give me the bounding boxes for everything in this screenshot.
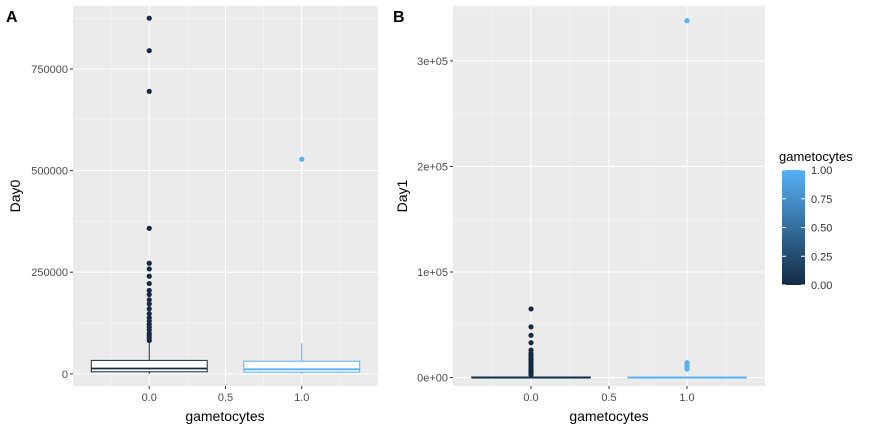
panel-a-x-axis-title: gametocytes	[185, 408, 264, 424]
legend-tick-label: 0.75	[811, 194, 832, 206]
outlier-point	[528, 340, 534, 346]
panel-a: A 0.0 0.5 1.0 0 250000 500000 750000 gametocyt…	[6, 6, 378, 424]
outlier-point	[146, 48, 152, 54]
color-legend: gametocytes 1.00 0.75 0.50 0.25 0.00	[779, 149, 853, 292]
outlier-point	[146, 260, 152, 266]
x-tick-label: 0.5	[218, 392, 233, 404]
y-tick-label: 0e+00	[417, 373, 448, 385]
y-tick-label: 2e+05	[417, 161, 448, 173]
box-group	[243, 156, 361, 374]
outlier-point	[146, 88, 152, 94]
outlier-point	[146, 15, 152, 21]
panel-a-marks	[90, 15, 361, 374]
legend-tick-label: 0.00	[811, 280, 832, 292]
outlier-point	[684, 18, 690, 24]
y-tick-label: 500000	[31, 166, 68, 178]
outlier-point	[528, 372, 534, 378]
y-tick-label: 1e+05	[417, 267, 448, 279]
outlier-point	[528, 306, 534, 312]
legend-title: gametocytes	[779, 149, 853, 164]
outlier-point	[146, 266, 152, 272]
outlier-point	[299, 156, 305, 162]
outlier-point	[146, 337, 152, 344]
outlier-point	[146, 301, 152, 307]
x-tick-label: 0.5	[601, 392, 616, 404]
legend-tick-label: 1.00	[811, 165, 832, 177]
y-tick-label: 750000	[31, 64, 68, 76]
y-tick-label: 250000	[31, 267, 68, 279]
y-tick-label: 0	[62, 369, 68, 381]
outlier-point	[146, 297, 152, 303]
panel-b: B 0.0 0.5 1.0 0e+00 1e+05 2e+05 3e+05 gametocy…	[393, 6, 765, 424]
panel-a-y-axis-title: Day0	[7, 179, 23, 212]
box-iqr	[243, 360, 361, 373]
panel-a-tick-labels: 0.0 0.5 1.0 0 250000 500000 750000	[31, 64, 309, 404]
outlier-point	[146, 306, 152, 312]
outlier-point	[146, 287, 152, 294]
outlier-point	[146, 273, 152, 279]
x-tick-label: 1.0	[679, 392, 694, 404]
outlier-point	[146, 311, 152, 317]
panel-b-y-axis-title: Day1	[394, 179, 410, 212]
box-group	[471, 306, 591, 379]
box-iqr	[90, 359, 208, 373]
outlier-point	[146, 280, 152, 287]
panel-b-tick-labels: 0.0 0.5 1.0 0e+00 1e+05 2e+05 3e+05	[417, 56, 695, 404]
x-tick-label: 1.0	[294, 392, 309, 404]
legend-tick-label: 0.25	[811, 251, 832, 263]
outlier-point	[146, 225, 152, 231]
legend-tick-label: 0.50	[811, 223, 832, 235]
outlier-point	[528, 324, 534, 330]
legend-ticks: 1.00 0.75 0.50 0.25 0.00	[782, 165, 832, 292]
box-group	[90, 15, 208, 374]
panel-b-marks	[471, 18, 747, 379]
panel-a-grid	[73, 6, 378, 386]
panel-b-x-axis-title: gametocytes	[569, 408, 648, 424]
outlier-point	[146, 291, 152, 298]
x-tick-label: 0.0	[142, 392, 157, 404]
box-group	[627, 18, 747, 379]
outlier-point	[528, 332, 534, 338]
x-tick-label: 0.0	[523, 392, 538, 404]
outlier-point	[684, 366, 690, 372]
y-tick-label: 3e+05	[417, 56, 448, 68]
legend-colorbar	[782, 170, 805, 285]
panel-a-tag: A	[6, 9, 18, 26]
panel-b-grid	[453, 6, 765, 386]
panel-b-tag: B	[393, 9, 405, 26]
